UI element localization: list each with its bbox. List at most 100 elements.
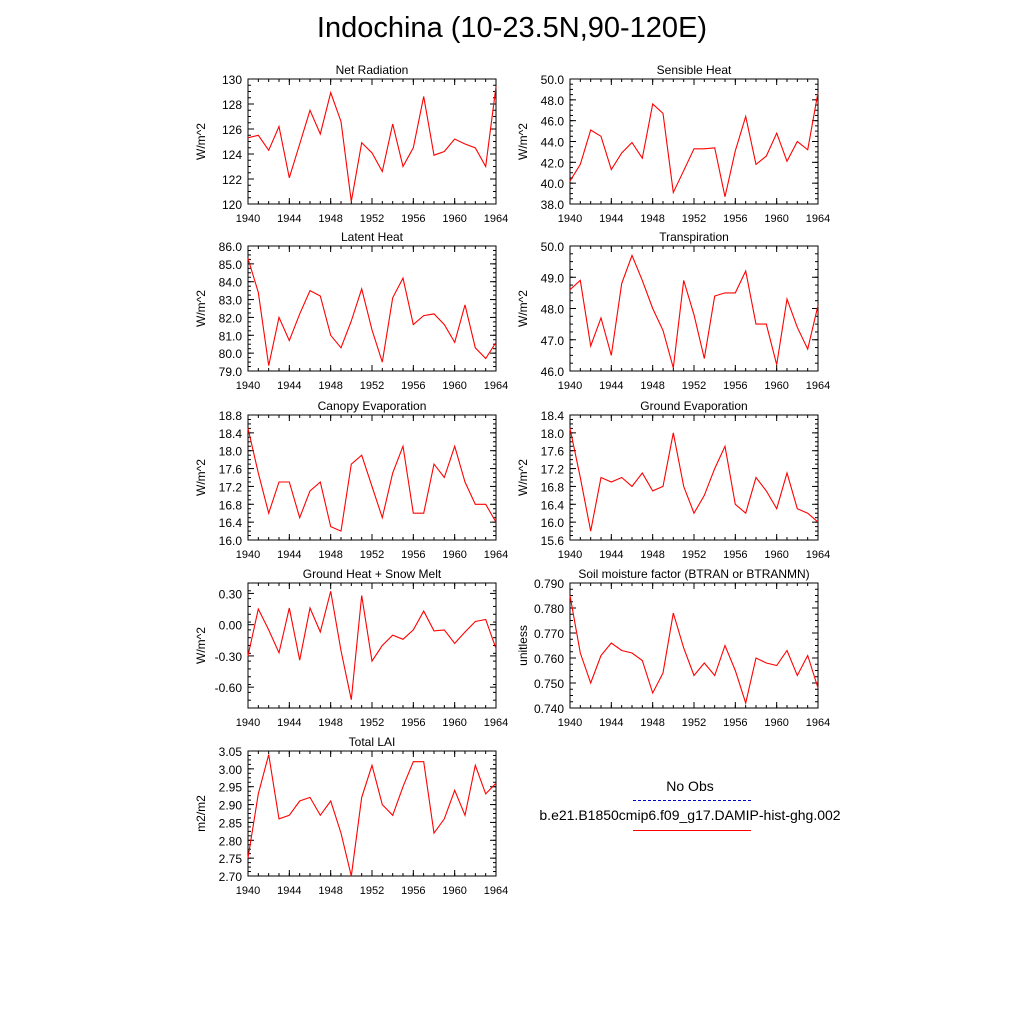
chart-panel: Ground Evaporation W/m^2 1940 1944 1948 1952 1… — [516, 399, 830, 561]
series-line — [247, 428, 497, 532]
plot-frame — [569, 245, 819, 372]
x-tick-label: 1944 — [277, 380, 301, 392]
x-tick-label: 1944 — [277, 549, 301, 561]
y-tick-label: 124 — [222, 148, 242, 162]
y-axis-label: W/m^2 — [516, 290, 530, 327]
x-tick-label: 1940 — [236, 885, 260, 897]
y-tick-label: 16.8 — [219, 498, 243, 512]
x-tick-label: 1940 — [236, 549, 260, 561]
x-tick-label: 1960 — [764, 380, 788, 392]
x-tick-label: 1952 — [682, 549, 706, 561]
y-tick-label: 46.0 — [541, 365, 565, 379]
x-tick-label: 1952 — [360, 885, 384, 897]
legend-model-line — [633, 830, 751, 831]
y-axis-label: W/m^2 — [194, 290, 208, 327]
x-tick-label: 1960 — [764, 717, 788, 729]
series-line — [247, 258, 497, 366]
x-tick-label: 1964 — [806, 717, 830, 729]
x-tick-label: 1952 — [360, 213, 384, 225]
y-tick-label: -0.60 — [215, 681, 243, 695]
series-line — [569, 428, 819, 532]
page-title: Indochina (10-23.5N,90-120E) — [316, 12, 708, 44]
x-tick-label: 1956 — [723, 380, 747, 392]
x-tick-label: 1956 — [723, 549, 747, 561]
series-line — [247, 86, 497, 202]
x-tick-label: 1948 — [318, 885, 342, 897]
x-tick-label: 1964 — [484, 380, 508, 392]
legend-obs-line — [633, 800, 751, 801]
x-tick-label: 1948 — [640, 549, 664, 561]
x-tick-label: 1940 — [236, 717, 260, 729]
x-tick-label: 1964 — [484, 885, 508, 897]
chart-panel: Sensible Heat W/m^2 1940 1944 1948 1952 1956 19… — [516, 63, 830, 225]
y-tick-label: 2.70 — [219, 870, 243, 884]
y-tick-label: 128 — [222, 98, 242, 112]
y-tick-label: 18.4 — [219, 427, 243, 441]
y-tick-label: 48.0 — [541, 303, 565, 317]
y-tick-label: 16.8 — [541, 480, 565, 494]
panel-title: Total LAI — [349, 735, 396, 749]
y-axis-label: W/m^2 — [516, 459, 530, 496]
plot-frame — [569, 414, 819, 541]
y-tick-label: 0.760 — [534, 652, 564, 666]
x-tick-label: 1940 — [236, 213, 260, 225]
y-tick-label: 0.00 — [219, 619, 243, 633]
y-tick-label: 44.0 — [541, 136, 565, 150]
y-tick-label: 42.0 — [541, 156, 565, 170]
y-tick-label: 79.0 — [219, 365, 243, 379]
y-axis-label: unitless — [516, 625, 530, 666]
y-tick-label: 0.740 — [534, 702, 564, 716]
x-tick-label: 1952 — [360, 380, 384, 392]
x-tick-label: 1964 — [806, 380, 830, 392]
x-tick-label: 1948 — [318, 549, 342, 561]
y-tick-label: 46.0 — [541, 115, 565, 129]
y-tick-label: 50.0 — [541, 73, 565, 87]
series-line — [247, 754, 497, 877]
chart-panel: Ground Heat + Snow Melt W/m^2 1940 1944 1948… — [194, 567, 508, 729]
x-tick-label: 1956 — [401, 549, 425, 561]
x-tick-label: 1952 — [682, 717, 706, 729]
x-tick-label: 1960 — [764, 213, 788, 225]
x-tick-label: 1948 — [318, 717, 342, 729]
y-tick-label: 16.0 — [541, 516, 565, 530]
y-tick-label: 47.0 — [541, 334, 565, 348]
x-tick-label: 1952 — [682, 380, 706, 392]
panel-title: Canopy Evaporation — [318, 399, 427, 413]
y-tick-label: 130 — [222, 73, 242, 87]
y-tick-label: 17.2 — [219, 480, 243, 494]
y-tick-label: 81.0 — [219, 329, 243, 343]
y-tick-label: 2.95 — [219, 781, 243, 795]
x-tick-label: 1944 — [599, 549, 623, 561]
y-tick-label: 126 — [222, 123, 242, 137]
series-line — [569, 92, 819, 197]
chart-panel: Latent Heat W/m^2 1940 1944 1948 1952 1956 1960… — [194, 230, 508, 392]
x-tick-label: 1960 — [764, 549, 788, 561]
y-tick-label: 86.0 — [219, 240, 243, 254]
panel-title: Ground Evaporation — [640, 399, 747, 413]
x-tick-label: 1964 — [806, 549, 830, 561]
y-axis-label: W/m^2 — [516, 123, 530, 160]
y-axis-label: W/m^2 — [194, 123, 208, 160]
x-tick-label: 1960 — [442, 549, 466, 561]
plot-frame — [247, 750, 497, 877]
x-tick-label: 1964 — [806, 213, 830, 225]
x-tick-label: 1944 — [277, 213, 301, 225]
legend: No Obs b.e21.B1850cmip6.f09_g17.DAMIP-hi… — [530, 778, 850, 838]
y-tick-label: 0.750 — [534, 677, 564, 691]
x-tick-label: 1960 — [442, 380, 466, 392]
plot-frame — [247, 245, 497, 372]
y-axis-label: W/m^2 — [194, 459, 208, 496]
y-tick-label: 2.85 — [219, 816, 243, 830]
y-tick-label: 80.0 — [219, 347, 243, 361]
y-tick-label: 2.80 — [219, 834, 243, 848]
legend-obs-label: No Obs — [666, 778, 714, 794]
x-tick-label: 1944 — [277, 717, 301, 729]
y-tick-label: 3.05 — [219, 745, 243, 759]
y-tick-label: 18.0 — [219, 445, 243, 459]
plot-frame — [569, 78, 819, 205]
y-tick-label: 17.6 — [541, 445, 565, 459]
y-tick-label: 18.8 — [219, 409, 243, 423]
plot-frame — [569, 582, 819, 709]
y-tick-label: 15.6 — [541, 534, 565, 548]
